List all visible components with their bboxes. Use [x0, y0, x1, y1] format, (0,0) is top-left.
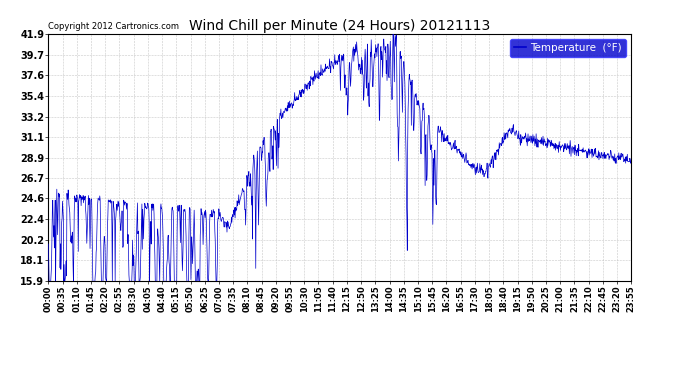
Legend: Temperature  (°F): Temperature (°F): [509, 39, 626, 57]
Text: Copyright 2012 Cartronics.com: Copyright 2012 Cartronics.com: [48, 22, 179, 31]
Title: Wind Chill per Minute (24 Hours) 20121113: Wind Chill per Minute (24 Hours) 2012111…: [189, 19, 491, 33]
